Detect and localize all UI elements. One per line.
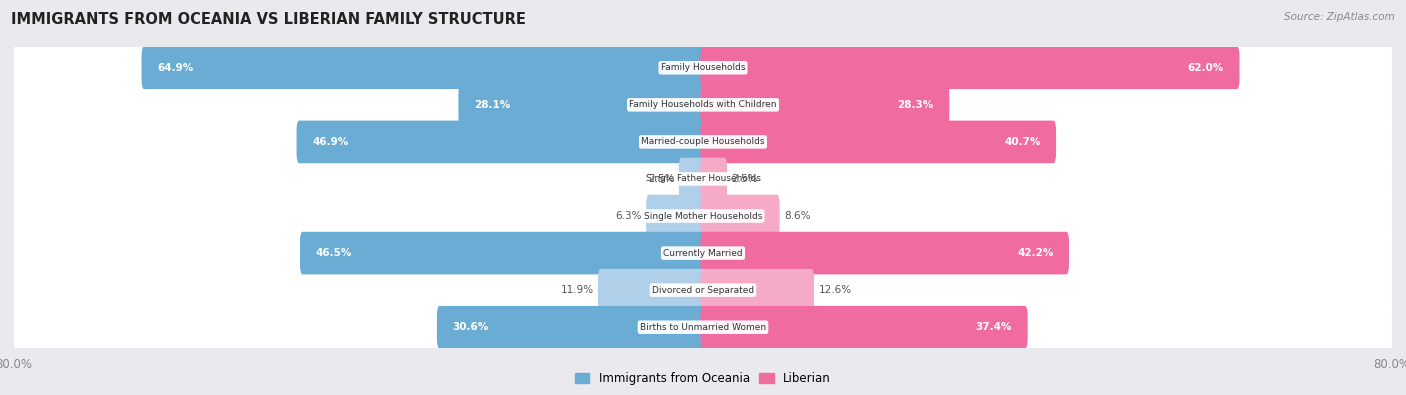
Text: Births to Unmarried Women: Births to Unmarried Women: [640, 323, 766, 332]
FancyBboxPatch shape: [647, 195, 706, 237]
Text: Family Households: Family Households: [661, 63, 745, 72]
FancyBboxPatch shape: [700, 120, 1056, 163]
Text: Family Households with Children: Family Households with Children: [630, 100, 776, 109]
FancyBboxPatch shape: [14, 78, 1392, 132]
FancyBboxPatch shape: [437, 306, 706, 348]
FancyBboxPatch shape: [14, 41, 1392, 94]
FancyBboxPatch shape: [14, 226, 1392, 280]
Text: Source: ZipAtlas.com: Source: ZipAtlas.com: [1284, 12, 1395, 22]
Text: 42.2%: 42.2%: [1017, 248, 1053, 258]
Text: 12.6%: 12.6%: [818, 285, 852, 295]
FancyBboxPatch shape: [14, 115, 1392, 169]
FancyBboxPatch shape: [700, 47, 1240, 89]
FancyBboxPatch shape: [700, 83, 949, 126]
FancyBboxPatch shape: [14, 152, 1392, 206]
Text: 6.3%: 6.3%: [616, 211, 643, 221]
Text: IMMIGRANTS FROM OCEANIA VS LIBERIAN FAMILY STRUCTURE: IMMIGRANTS FROM OCEANIA VS LIBERIAN FAMI…: [11, 12, 526, 27]
FancyBboxPatch shape: [142, 47, 706, 89]
FancyBboxPatch shape: [700, 195, 780, 237]
FancyBboxPatch shape: [700, 232, 1069, 275]
FancyBboxPatch shape: [700, 158, 727, 200]
FancyBboxPatch shape: [14, 263, 1392, 317]
FancyBboxPatch shape: [299, 232, 706, 275]
Text: 37.4%: 37.4%: [976, 322, 1012, 332]
FancyBboxPatch shape: [14, 301, 1392, 354]
Text: 2.5%: 2.5%: [731, 174, 758, 184]
FancyBboxPatch shape: [700, 269, 814, 312]
Text: 46.9%: 46.9%: [312, 137, 349, 147]
Text: Single Mother Households: Single Mother Households: [644, 212, 762, 220]
Text: 62.0%: 62.0%: [1188, 63, 1225, 73]
Text: Married-couple Households: Married-couple Households: [641, 137, 765, 147]
Text: Single Father Households: Single Father Households: [645, 175, 761, 183]
Legend: Immigrants from Oceania, Liberian: Immigrants from Oceania, Liberian: [571, 367, 835, 390]
Text: 30.6%: 30.6%: [453, 322, 489, 332]
Text: 28.1%: 28.1%: [474, 100, 510, 110]
Text: 28.3%: 28.3%: [897, 100, 934, 110]
Text: Divorced or Separated: Divorced or Separated: [652, 286, 754, 295]
Text: Currently Married: Currently Married: [664, 248, 742, 258]
Text: 2.5%: 2.5%: [648, 174, 675, 184]
FancyBboxPatch shape: [679, 158, 706, 200]
FancyBboxPatch shape: [700, 306, 1028, 348]
Text: 8.6%: 8.6%: [785, 211, 810, 221]
Text: 46.5%: 46.5%: [315, 248, 352, 258]
FancyBboxPatch shape: [14, 189, 1392, 243]
FancyBboxPatch shape: [598, 269, 706, 312]
FancyBboxPatch shape: [297, 120, 706, 163]
Text: 64.9%: 64.9%: [157, 63, 193, 73]
Text: 11.9%: 11.9%: [561, 285, 593, 295]
Text: 40.7%: 40.7%: [1004, 137, 1040, 147]
FancyBboxPatch shape: [458, 83, 706, 126]
